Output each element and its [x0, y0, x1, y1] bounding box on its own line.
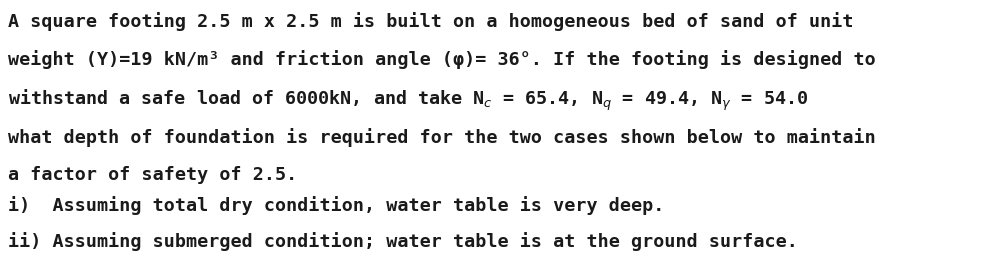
Text: ii) Assuming submerged condition; water table is at the ground surface.: ii) Assuming submerged condition; water … [8, 232, 798, 251]
Text: what depth of foundation is required for the two cases shown below to maintain: what depth of foundation is required for… [8, 128, 876, 147]
Text: weight (Y)=19 kN/m³ and friction angle (φ)= 36°. If the footing is designed to: weight (Y)=19 kN/m³ and friction angle (… [8, 50, 876, 69]
Text: i)  Assuming total dry condition, water table is very deep.: i) Assuming total dry condition, water t… [8, 196, 664, 215]
Text: a factor of safety of 2.5.: a factor of safety of 2.5. [8, 166, 297, 184]
Text: withstand a safe load of 6000kN, and take N$_c$ = 65.4, N$_q$ = 49.4, N$_\gamma$: withstand a safe load of 6000kN, and tak… [8, 88, 808, 113]
Text: A square footing 2.5 m x 2.5 m is built on a homogeneous bed of sand of unit: A square footing 2.5 m x 2.5 m is built … [8, 12, 853, 31]
